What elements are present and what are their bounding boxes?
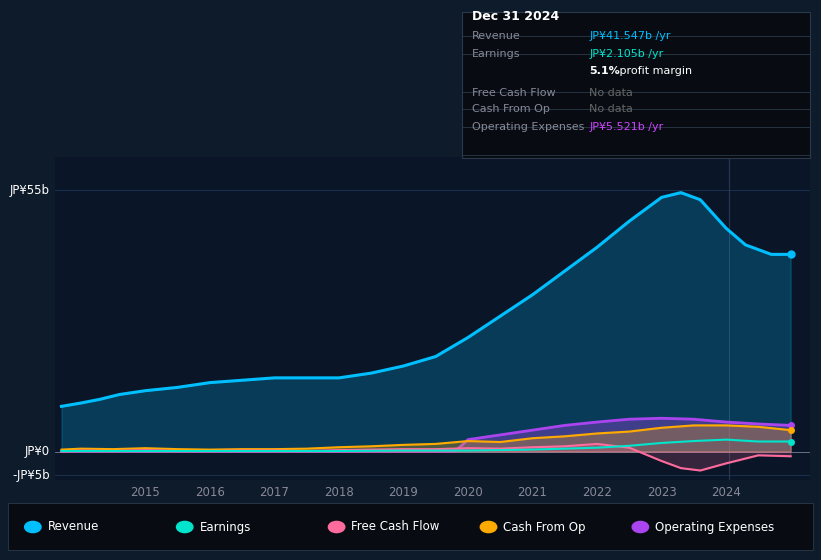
Text: No data: No data xyxy=(589,104,633,114)
Text: Free Cash Flow: Free Cash Flow xyxy=(351,520,440,534)
Text: Free Cash Flow: Free Cash Flow xyxy=(472,88,556,98)
Text: 5.1%: 5.1% xyxy=(589,66,620,76)
Text: Dec 31 2024: Dec 31 2024 xyxy=(472,10,559,22)
Text: JP¥2.105b /yr: JP¥2.105b /yr xyxy=(589,49,663,59)
Text: JP¥55b: JP¥55b xyxy=(10,184,50,197)
Text: profit margin: profit margin xyxy=(617,66,692,76)
Text: Operating Expenses: Operating Expenses xyxy=(655,520,774,534)
Text: JP¥5.521b /yr: JP¥5.521b /yr xyxy=(589,122,663,132)
Text: Earnings: Earnings xyxy=(200,520,251,534)
Text: JP¥41.547b /yr: JP¥41.547b /yr xyxy=(589,31,671,41)
Text: Operating Expenses: Operating Expenses xyxy=(472,122,585,132)
Text: Revenue: Revenue xyxy=(48,520,99,534)
Text: -JP¥5b: -JP¥5b xyxy=(12,469,50,482)
Text: JP¥0: JP¥0 xyxy=(25,445,50,458)
Text: Cash From Op: Cash From Op xyxy=(472,104,550,114)
Text: Revenue: Revenue xyxy=(472,31,521,41)
Text: No data: No data xyxy=(589,88,633,98)
Text: Cash From Op: Cash From Op xyxy=(503,520,585,534)
Text: Earnings: Earnings xyxy=(472,49,521,59)
